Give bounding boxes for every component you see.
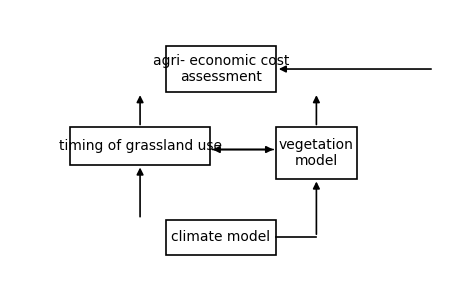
Bar (276, 127, 357, 179)
Bar (70, 127, 210, 165)
Text: agri- economic cost
assessment: agri- economic cost assessment (153, 54, 289, 84)
Text: timing of grassland use: timing of grassland use (59, 139, 221, 153)
Text: vegetation
model: vegetation model (279, 138, 354, 168)
Bar (166, 219, 276, 255)
Text: climate model: climate model (171, 230, 271, 244)
Bar (166, 46, 276, 92)
